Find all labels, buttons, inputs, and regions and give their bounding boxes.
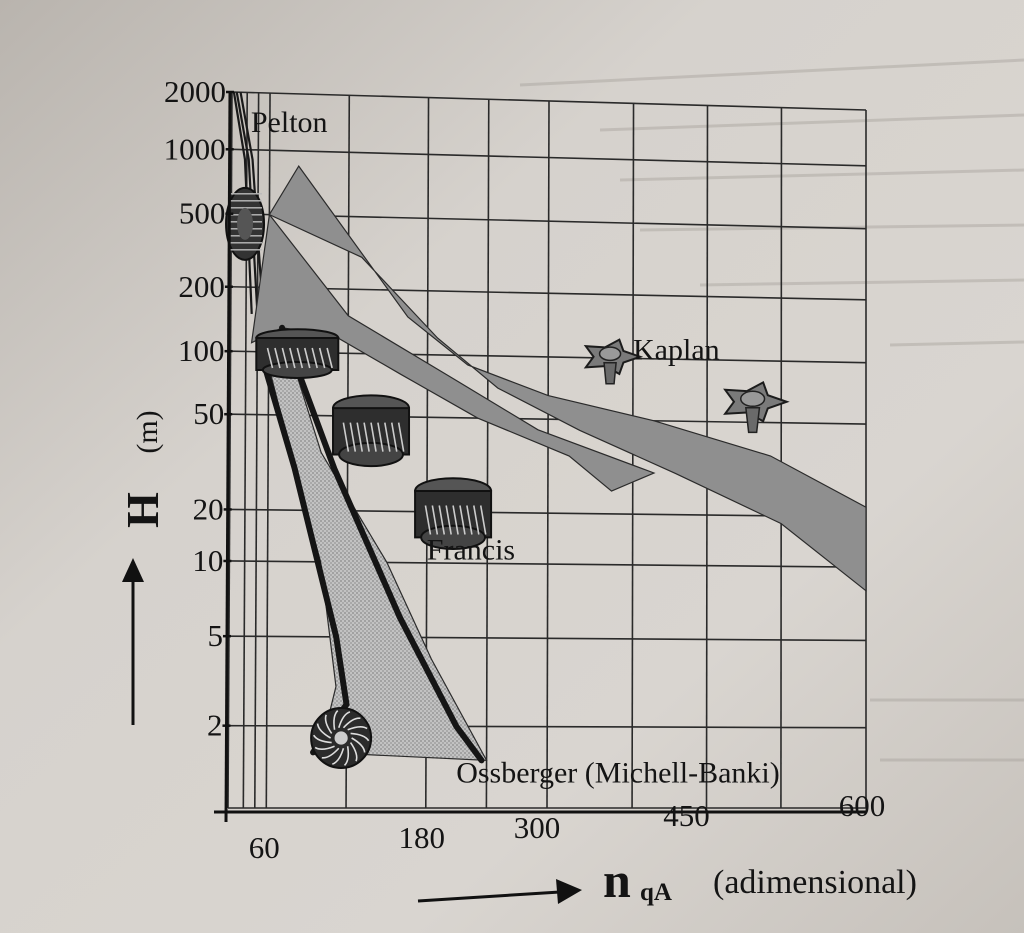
- y-tick-label: 1000: [164, 131, 226, 166]
- x-axis-arrow: [417, 890, 561, 903]
- y-tick-labels: 2000 1000 500 200 100 50 20 10 5 2: [164, 74, 234, 743]
- kaplan-region: [268, 165, 867, 593]
- region-labels: Pelton Francis Kaplan Ossberger (Michell-Ba…: [251, 106, 780, 790]
- x-tick-labels: 60 180 300 450 600: [249, 788, 885, 865]
- x-axis-arrow-head: [556, 879, 582, 904]
- x-tick-label: 60: [249, 830, 280, 865]
- y-axis-title-main: H: [117, 492, 168, 528]
- y-tick-label: 2: [207, 708, 223, 743]
- grid-line-vertical: [485, 99, 490, 809]
- kaplan-runner-icon: [583, 338, 644, 385]
- y-axis-arrow-head: [122, 558, 144, 582]
- pelton-boundary-line: [232, 91, 253, 314]
- y-tick-label: 100: [178, 333, 225, 368]
- pelton-runner-icon: [225, 186, 266, 261]
- grid-line-horizontal: [231, 148, 867, 167]
- region-label-kaplan: Kaplan: [633, 334, 720, 367]
- y-tick-label: 50: [193, 396, 224, 431]
- grid-line-horizontal: [231, 212, 867, 230]
- y-axis-line: [224, 91, 232, 823]
- x-tick-label: 300: [514, 810, 561, 845]
- grid-line-horizontal: [230, 285, 867, 301]
- runner-illustrations: [225, 186, 790, 769]
- grid-line-vertical: [631, 103, 635, 809]
- x-tick-label: 180: [399, 820, 446, 855]
- region-label-francis: Francis: [427, 533, 515, 566]
- turbine-regions: [232, 91, 867, 764]
- francis-runner-icon: [255, 328, 340, 380]
- y-tick-label: 20: [193, 491, 224, 526]
- y-tick-label: 5: [207, 618, 223, 653]
- francis-runner-icon: [414, 477, 493, 550]
- y-axis-title-unit: (m): [131, 410, 164, 453]
- ossberger-runner-icon: [310, 706, 373, 769]
- x-tick-label: 450: [663, 798, 710, 833]
- grid-line-horizontal: [231, 91, 867, 111]
- ossberger-boundary-line: [279, 324, 485, 764]
- x-axis-title: n qA (adimensional): [417, 852, 917, 908]
- pelton-boundary-line: [239, 92, 265, 315]
- pelton-boundary-line: [235, 91, 259, 315]
- grid-line-vertical: [546, 100, 550, 809]
- kaplan-runner-icon: [723, 380, 790, 434]
- x-tick-label: 600: [839, 788, 886, 823]
- x-axis-title-sub: qA: [640, 879, 672, 906]
- y-tick-label: 10: [192, 543, 223, 578]
- x-axis-title-unit: (adimensional): [713, 864, 917, 901]
- x-axis-title-main: n: [603, 852, 631, 908]
- y-tick-label: 200: [178, 269, 225, 304]
- region-label-ossberger: Ossberger (Michell-Banki): [456, 757, 780, 790]
- y-tick-label: 2000: [164, 74, 226, 109]
- francis-runner-icon: [332, 394, 411, 468]
- region-label-pelton: Pelton: [251, 106, 328, 139]
- grid-line-vertical: [265, 93, 271, 809]
- y-tick-label: 500: [179, 196, 226, 231]
- y-axis-title: H (m): [117, 410, 168, 725]
- chart-grid: [227, 91, 867, 809]
- grid-line-vertical: [780, 107, 783, 809]
